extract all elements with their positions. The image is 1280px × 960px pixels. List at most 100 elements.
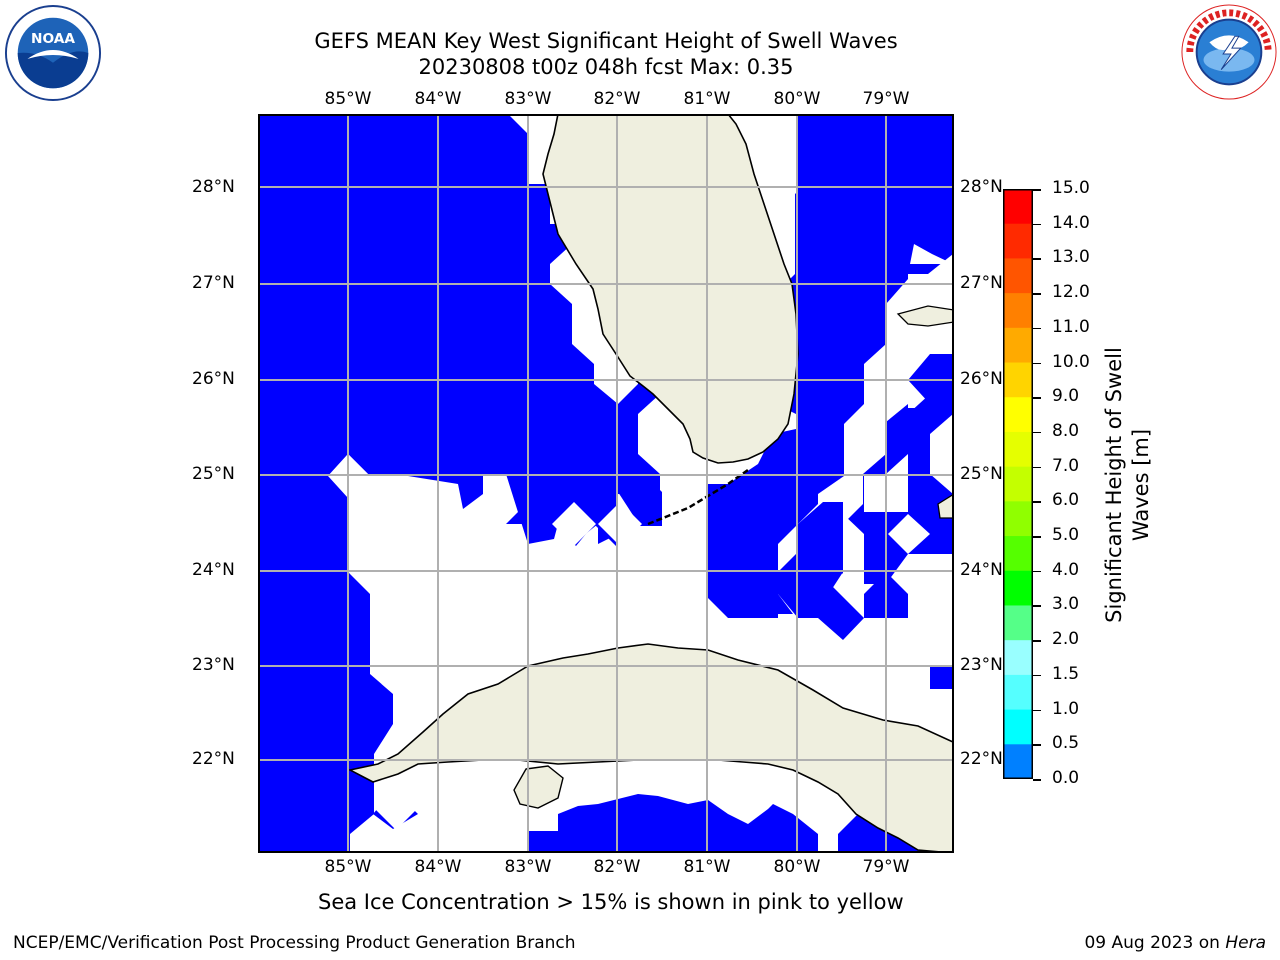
colorbar-tick-mark: [1033, 744, 1041, 746]
lat-label: 27°N: [960, 273, 1003, 293]
nws-logo-icon: [1181, 4, 1277, 100]
lat-label: 25°N: [960, 464, 1003, 484]
colorbar-tick-label: 3.0: [1052, 594, 1080, 615]
lon-label: 79°W: [862, 857, 910, 877]
lat-label: 26°N: [192, 369, 235, 389]
colorbar-tick-label: 14.0: [1052, 212, 1090, 233]
sea-ice-note: Sea Ice Concentration > 15% is shown in …: [318, 890, 904, 914]
lon-label: 84°W: [414, 857, 462, 877]
colorbar-tick-label: 12.0: [1052, 282, 1090, 303]
colorbar-tick-mark: [1033, 258, 1041, 260]
isla-juventud: [513, 765, 564, 809]
machine-name: Hera: [1225, 933, 1266, 953]
colorbar-bin: [1003, 258, 1033, 294]
colorbar-tick-mark: [1033, 709, 1041, 712]
colorbar-tick-label: 0.0: [1052, 768, 1080, 788]
colorbar-tick-label: 6.0: [1052, 490, 1080, 511]
colorbar-bin: [1003, 397, 1033, 433]
colorbar-bin: [1003, 431, 1033, 468]
colorbar-bin: [1003, 223, 1033, 259]
lat-label: 23°N: [192, 655, 235, 675]
colorbar-tick-mark: [1033, 570, 1041, 573]
colorbar-bin: [1003, 362, 1033, 398]
noaa-logo-text: NOAA: [31, 31, 75, 47]
colorbar-tick-mark: [1033, 362, 1041, 365]
bahamas-land: [896, 305, 954, 327]
producer-credit: NCEP/EMC/Verification Post Processing Pr…: [13, 933, 576, 953]
florida-keys: [647, 468, 749, 526]
lat-label: 28°N: [960, 177, 1003, 197]
generation-date: 09 Aug 2023 on Hera: [1084, 933, 1266, 953]
colorbar-tick-label: 5.0: [1052, 525, 1080, 546]
colorbar-tick-label: 1.5: [1052, 663, 1080, 684]
colorbar-bin: [1003, 605, 1033, 641]
colorbar-tick-mark: [1033, 397, 1041, 399]
lon-label: 85°W: [324, 89, 372, 109]
swell-height-map: [258, 114, 954, 853]
lon-label: 85°W: [324, 857, 372, 877]
colorbar-bin: [1003, 189, 1033, 225]
colorbar-tick-mark: [1033, 501, 1041, 503]
date-text: 09 Aug 2023 on: [1084, 933, 1220, 953]
florida-land: [542, 114, 799, 464]
lon-label: 81°W: [683, 89, 731, 109]
colorbar-bin: [1003, 293, 1033, 329]
colorbar-tick-label: 7.0: [1052, 455, 1080, 476]
colorbar-tick-mark: [1033, 536, 1041, 538]
lon-label: 84°W: [414, 89, 462, 109]
colorbar-bin: [1003, 674, 1033, 711]
map-title: GEFS MEAN Key West Significant Height of…: [314, 29, 898, 53]
lat-label: 28°N: [192, 177, 235, 197]
colorbar-tick-mark: [1033, 466, 1041, 469]
colorbar-tick-label: 11.0: [1052, 316, 1090, 337]
colorbar-tick-label: 9.0: [1052, 386, 1080, 407]
lat-label: 22°N: [192, 749, 235, 769]
colorbar-tick-label: 1.0: [1052, 698, 1080, 719]
lat-label: 26°N: [960, 369, 1003, 389]
colorbar-tick-mark: [1033, 223, 1041, 226]
lat-label: 24°N: [192, 560, 235, 580]
lat-label: 23°N: [960, 655, 1003, 675]
colorbar-bin: [1003, 709, 1033, 745]
lon-label: 80°W: [773, 89, 821, 109]
colorbar-bin: [1003, 536, 1033, 572]
lon-label: 79°W: [862, 89, 910, 109]
colorbar: [1003, 189, 1033, 779]
colorbar-tick-mark: [1033, 640, 1041, 642]
colorbar-tick-mark: [1033, 189, 1041, 191]
lon-label: 83°W: [504, 89, 552, 109]
colorbar-tick-mark: [1033, 431, 1041, 434]
colorbar-tick-mark: [1033, 674, 1041, 677]
lat-label: 27°N: [192, 273, 235, 293]
colorbar-tick-label: 4.0: [1052, 559, 1080, 580]
colorbar-tick-mark: [1033, 327, 1041, 330]
lon-label: 82°W: [593, 89, 641, 109]
colorbar-tick-label: 0.5: [1052, 733, 1080, 754]
graticule: [258, 114, 954, 853]
lon-label: 83°W: [504, 857, 552, 877]
colorbar-bin: [1003, 744, 1033, 779]
map-frame: [258, 114, 954, 853]
colorbar-bin: [1003, 640, 1033, 676]
map-subtitle: 20230808 t00z 048h fcst Max: 0.35: [418, 55, 794, 79]
colorbar-title: Significant Height of Swell Waves [m]: [1102, 347, 1153, 623]
colorbar-bin: [1003, 327, 1033, 364]
colorbar-tick-label: 13.0: [1052, 247, 1090, 268]
colorbar-bin: [1003, 570, 1033, 606]
colorbar-tick-label: 10.0: [1052, 351, 1090, 372]
colorbar-tick-mark: [1033, 605, 1041, 607]
colorbar-tick-label: 15.0: [1052, 178, 1090, 198]
lon-label: 81°W: [683, 857, 731, 877]
lat-label: 22°N: [960, 749, 1003, 769]
colorbar-tick-mark: [1033, 779, 1041, 781]
lat-label: 25°N: [192, 464, 235, 484]
colorbar-bin: [1003, 466, 1033, 502]
bahamas-land: [937, 493, 954, 519]
colorbar-tick-mark: [1033, 293, 1041, 295]
colorbar-tick-label: 8.0: [1052, 420, 1080, 441]
lon-label: 82°W: [593, 857, 641, 877]
noaa-logo-icon: NOAA: [4, 4, 102, 102]
lat-label: 24°N: [960, 560, 1003, 580]
lon-label: 80°W: [773, 857, 821, 877]
colorbar-bin: [1003, 501, 1033, 537]
